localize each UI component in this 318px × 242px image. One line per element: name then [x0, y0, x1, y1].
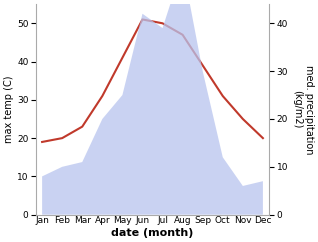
Y-axis label: max temp (C): max temp (C) — [4, 76, 14, 143]
Y-axis label: med. precipitation
(kg/m2): med. precipitation (kg/m2) — [292, 65, 314, 154]
X-axis label: date (month): date (month) — [111, 228, 194, 238]
